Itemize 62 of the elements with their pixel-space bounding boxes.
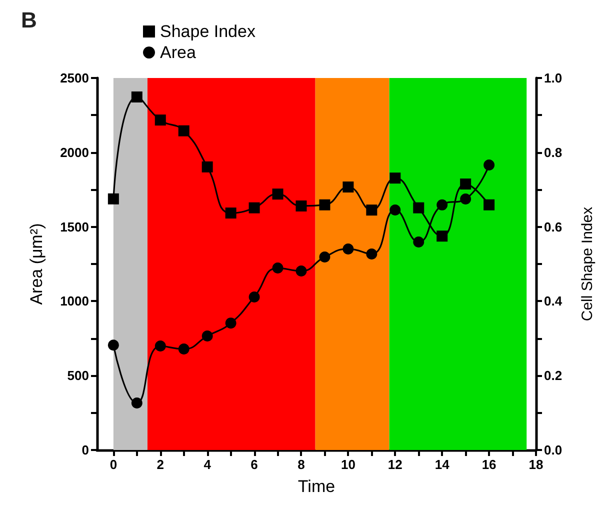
point bbox=[131, 397, 142, 408]
y2-tick-label: 0.8 bbox=[544, 144, 562, 160]
point bbox=[178, 343, 190, 354]
y2-tick-label: 0.4 bbox=[544, 294, 563, 309]
x-tick-label: 14 bbox=[434, 457, 450, 472]
point bbox=[296, 200, 307, 212]
chart-title: B bbox=[21, 8, 37, 32]
y-tick-label: 0 bbox=[82, 442, 89, 458]
point bbox=[131, 91, 142, 102]
x-tick-label: 18 bbox=[528, 457, 544, 472]
point bbox=[413, 236, 424, 248]
y2-axis-title: Cell Shape Index bbox=[579, 206, 596, 322]
x-tick-label: 2 bbox=[156, 457, 164, 472]
y2-tick-label: 0.0 bbox=[544, 442, 562, 458]
point bbox=[154, 340, 166, 352]
point bbox=[366, 204, 378, 216]
y-axis-title: Area (μm²) bbox=[27, 223, 46, 305]
x-tick-label: 6 bbox=[250, 457, 258, 472]
point bbox=[225, 208, 236, 219]
y2-tick-label: 1.0 bbox=[544, 70, 562, 86]
point bbox=[484, 160, 495, 171]
point bbox=[390, 172, 401, 184]
point bbox=[342, 243, 354, 254]
point bbox=[436, 199, 448, 210]
point bbox=[460, 193, 472, 204]
y-tick-label: 2500 bbox=[60, 70, 89, 86]
point bbox=[296, 265, 307, 276]
point bbox=[319, 199, 330, 210]
point bbox=[202, 161, 213, 172]
legend-label: Shape Index bbox=[160, 22, 256, 41]
point bbox=[390, 204, 401, 216]
x-tick-label: 12 bbox=[388, 457, 402, 472]
point bbox=[319, 252, 330, 263]
y-tick-label: 2000 bbox=[60, 144, 89, 160]
legend-label: Area bbox=[160, 43, 196, 62]
point bbox=[460, 178, 472, 190]
point bbox=[484, 199, 495, 210]
point bbox=[248, 202, 260, 214]
x-tick-label: 16 bbox=[482, 457, 496, 472]
y-tick-label: 1000 bbox=[60, 294, 89, 309]
point bbox=[248, 292, 260, 303]
point bbox=[178, 125, 190, 136]
point bbox=[413, 202, 424, 214]
point bbox=[272, 262, 284, 274]
x-tick-label: 0 bbox=[110, 457, 118, 472]
point bbox=[108, 193, 119, 204]
point bbox=[154, 114, 166, 126]
y2-tick-label: 0.6 bbox=[544, 219, 562, 234]
point bbox=[225, 318, 236, 329]
y2-tick-label: 0.2 bbox=[544, 368, 562, 384]
x-axis-title: Time bbox=[298, 477, 336, 496]
x-tick-label: 8 bbox=[298, 457, 305, 472]
x-tick-label: 10 bbox=[340, 457, 356, 472]
point bbox=[108, 340, 119, 351]
x-tick-label: 4 bbox=[204, 457, 212, 472]
y-tick-label: 500 bbox=[67, 368, 89, 384]
point bbox=[366, 248, 378, 260]
point bbox=[436, 230, 448, 242]
point bbox=[202, 330, 213, 342]
point bbox=[272, 188, 284, 200]
point bbox=[342, 181, 354, 192]
y-tick-label: 1500 bbox=[60, 219, 89, 234]
